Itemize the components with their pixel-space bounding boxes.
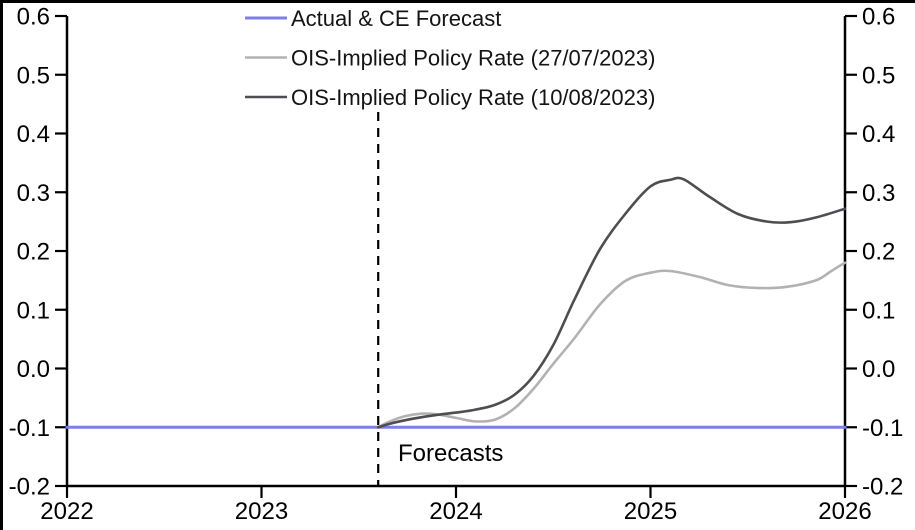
series-lines	[65, 176, 847, 429]
y-tick-label-right: -0.2	[862, 474, 903, 501]
legend-label-ois-implied-2023-07-27: OIS-Implied Policy Rate (27/07/2023)	[291, 46, 655, 71]
y-tick-label-left: 0.5	[17, 62, 50, 89]
y-tick-label-left: 0.6	[17, 4, 50, 31]
y-tick-label-left: 0.3	[17, 180, 50, 207]
x-tick-label: 2026	[818, 498, 871, 525]
legend-item-actual-ce-forecast: Actual & CE Forecast	[245, 6, 501, 31]
legend-item-ois-implied-2023-08-10: OIS-Implied Policy Rate (10/08/2023)	[245, 85, 655, 110]
x-tick-label: 2025	[624, 498, 677, 525]
y-tick-label-right: 0.1	[862, 297, 895, 324]
series-line-ois-implied-2023-08-10	[376, 176, 847, 429]
y-tick-label-right: 0.5	[862, 62, 895, 89]
y-tick-label-left: 0.0	[17, 356, 50, 383]
legend: Actual & CE Forecast OIS-Implied Policy R…	[245, 6, 655, 110]
axes: 0.6 0.6 0.5 0.5 0.4 0.4 0.3 0.3 0.2 0.2 0.1 0.1 0.0 0…	[9, 4, 904, 526]
y-tick-label-right: 0.0	[862, 356, 895, 383]
y-tick-label-right: 0.6	[862, 4, 895, 31]
y-tick-label-left: -0.2	[9, 474, 50, 501]
series-line-ois-implied-2023-07-27	[376, 261, 847, 429]
y-tick-label-right: 0.4	[862, 121, 895, 148]
legend-label-ois-implied-2023-08-10: OIS-Implied Policy Rate (10/08/2023)	[291, 85, 655, 110]
legend-label-actual-ce-forecast: Actual & CE Forecast	[291, 6, 501, 31]
y-tick-label-left: -0.1	[9, 415, 50, 442]
y-tick-label-left: 0.1	[17, 297, 50, 324]
legend-item-ois-implied-2023-07-27: OIS-Implied Policy Rate (27/07/2023)	[245, 46, 655, 71]
y-tick-label-left: 0.2	[17, 239, 50, 266]
frame-top-edge	[0, 0, 915, 3]
y-tick-label-right: 0.3	[862, 180, 895, 207]
y-tick-label-right: 0.2	[862, 239, 895, 266]
y-tick-label-left: 0.4	[17, 121, 50, 148]
frame-left-edge	[0, 0, 3, 530]
x-tick-label: 2024	[429, 498, 482, 525]
x-tick-label: 2022	[40, 498, 93, 525]
y-tick-label-right: -0.1	[862, 415, 903, 442]
forecast-label: Forecasts	[398, 440, 503, 467]
x-tick-label: 2023	[235, 498, 288, 525]
